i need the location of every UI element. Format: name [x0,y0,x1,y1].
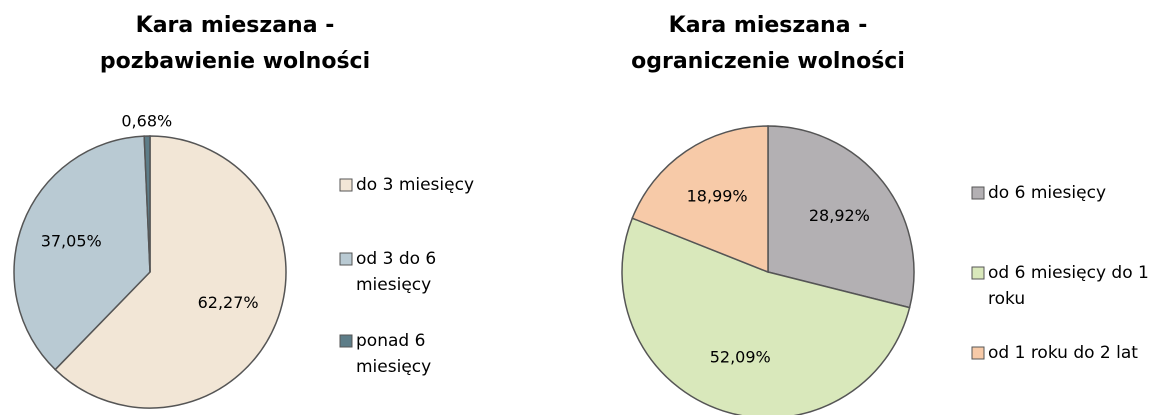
pie-slice [631,125,769,274]
pie-slice [13,135,151,371]
data-label: 52,09% [710,348,771,367]
legend-item: od 3 do 6 miesięcy [356,249,437,295]
pie-slice [621,217,911,415]
legend-item: od 1 roku do 2 lat [988,343,1138,363]
data-label: 0,68% [121,112,172,131]
legend-label: do 3 miesięcy [356,175,475,195]
chart-title: Kara mieszana - [669,13,868,38]
legend-swatch [339,252,353,266]
legend-item: ponad 6 miesięcy [356,331,432,377]
legend-item: od 6 miesięcy do 1 roku [988,263,1149,309]
legend-label: do 6 miesięcy [988,183,1107,203]
legend-swatch [971,186,985,200]
data-label: 28,92% [809,206,870,225]
chart-title: pozbawienie wolności [100,49,370,74]
legend-swatch [339,334,353,348]
legend-item: do 6 miesięcy [988,183,1107,203]
pie-slice [143,135,151,273]
legend-swatch [339,178,353,192]
data-label: 62,27% [198,293,259,312]
chart-title: ograniczenie wolności [631,49,905,74]
legend-label: ponad 6 miesięcy [356,331,432,377]
legend-swatch [971,266,985,280]
legend-label: od 1 roku do 2 lat [988,343,1138,363]
legend-label: od 3 do 6 miesięcy [356,249,437,295]
data-label: 37,05% [41,231,102,250]
pie-slice [767,125,915,309]
chart-title: Kara mieszana - [136,13,335,38]
data-label: 18,99% [687,187,748,206]
legend-item: do 3 miesięcy [356,175,475,195]
legend-label: od 6 miesięcy do 1 roku [988,263,1149,309]
pie-slice [54,135,287,409]
legend-swatch [971,346,985,360]
